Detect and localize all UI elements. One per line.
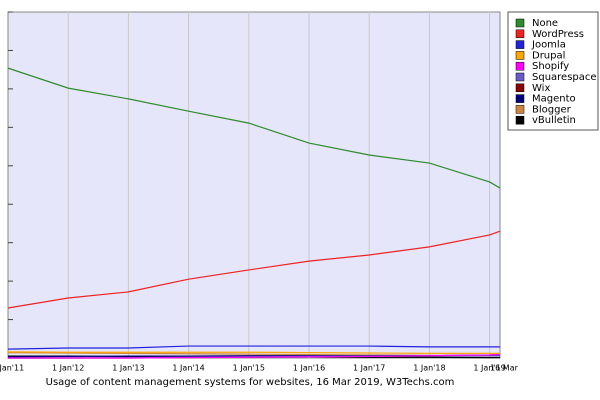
series-line	[7, 351, 500, 354]
x-tick-label: 1 Jan'11	[0, 364, 24, 373]
legend-swatch	[515, 40, 525, 49]
legend-swatch	[515, 105, 525, 114]
legend-label: vBulletin	[532, 115, 576, 126]
plot-area	[7, 11, 501, 359]
x-tick-label: 1 Jan'18	[413, 364, 445, 373]
legend-swatch	[515, 29, 525, 39]
x-tick-label: 1 Jan'16	[293, 364, 325, 373]
legend-swatch	[515, 51, 525, 60]
series-line	[7, 230, 501, 309]
legend-label: Wix	[532, 83, 550, 94]
series-line	[7, 345, 500, 350]
series-line	[8, 353, 501, 359]
legend-swatch	[515, 115, 525, 125]
legend-swatch	[515, 72, 525, 82]
legend-label: Magento	[532, 94, 576, 105]
x-tick-label: 1 Jan'19	[473, 364, 505, 373]
x-tick-label: 1 Jan'13	[112, 364, 144, 373]
series-line	[7, 67, 501, 189]
x-tick-label: 1 Jan'17	[353, 364, 385, 373]
x-tick-label: 1 Jan'15	[233, 364, 265, 373]
x-tick-label: 16 Mar	[490, 364, 519, 373]
legend-label: Shopify	[532, 61, 569, 72]
legend-label: Joomla	[531, 40, 566, 51]
legend-label: Squarespace	[532, 72, 597, 83]
x-tick-label: 1 Jan'14	[172, 364, 204, 373]
legend-swatch	[515, 61, 525, 71]
legend-swatch	[515, 94, 525, 103]
legend-swatch	[515, 83, 525, 93]
x-tick-label: 1 Jan'12	[52, 364, 84, 373]
legend-label: WordPress	[532, 29, 584, 40]
legend-label: Blogger	[532, 104, 572, 115]
caption: Usage of content management systems for …	[46, 377, 455, 388]
legend-label: Drupal	[532, 50, 565, 61]
legend-label: None	[532, 18, 558, 29]
legend-swatch	[515, 18, 525, 28]
